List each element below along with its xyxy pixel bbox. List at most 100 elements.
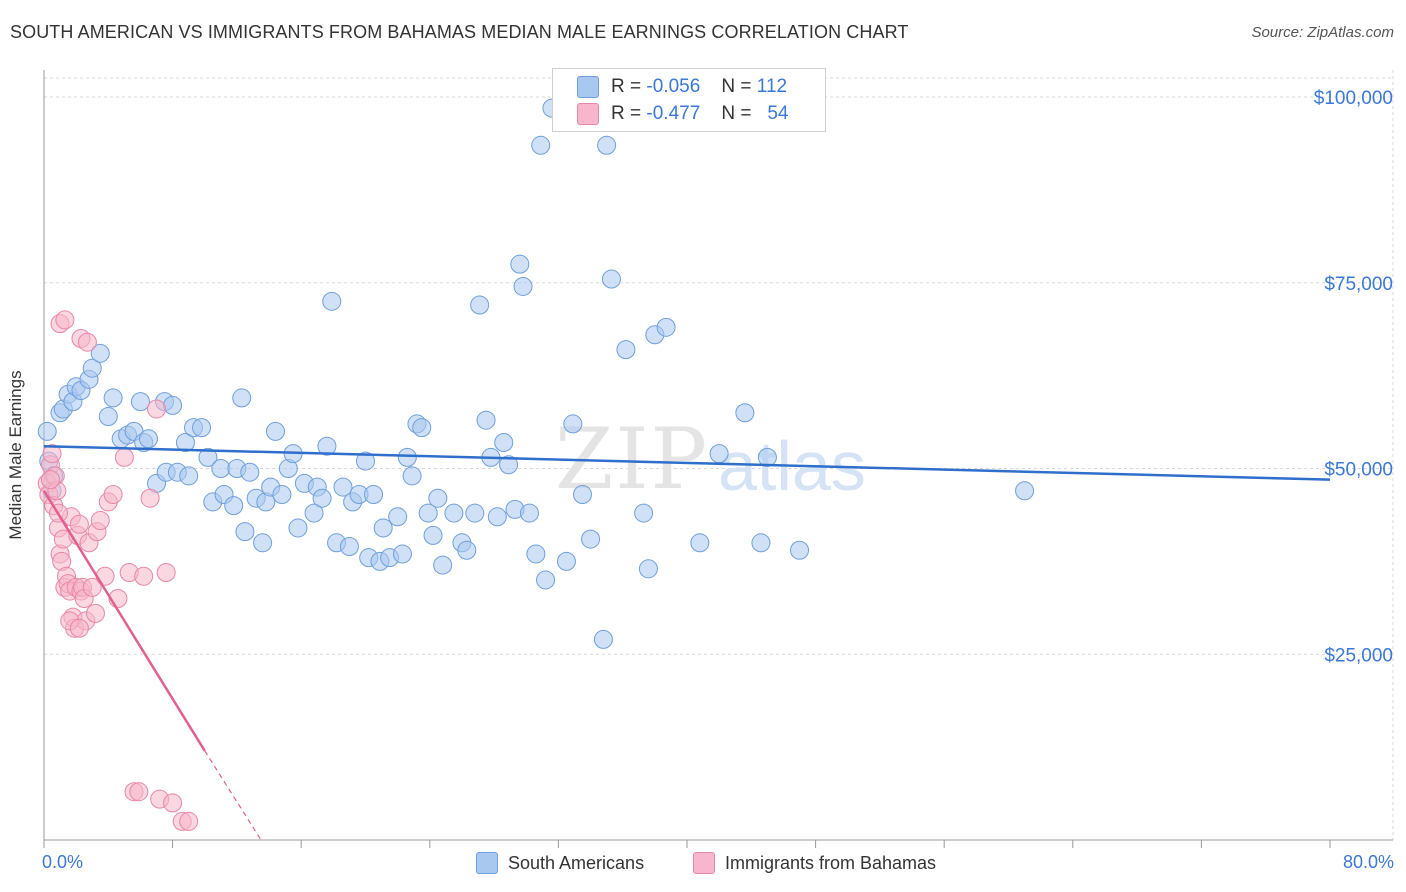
legend-item-south-americans[interactable]: South Americans — [476, 852, 644, 874]
legend-swatch-pink — [693, 852, 715, 874]
south-americans-point — [494, 432, 514, 452]
x-axis-min-label: 0.0% — [42, 852, 84, 872]
south-americans-point — [312, 488, 332, 508]
legend-swatch-pink — [577, 103, 599, 125]
bahamas-point — [82, 577, 102, 597]
grid-lines — [44, 70, 1394, 840]
chart-title: SOUTH AMERICAN VS IMMIGRANTS FROM BAHAMA… — [10, 22, 909, 42]
bahamas-point — [163, 793, 183, 813]
south-americans-point — [288, 518, 308, 538]
trend-lines — [42, 444, 1331, 841]
bahamas-point — [85, 603, 105, 623]
south-americans-point — [412, 418, 432, 438]
south-americans-point — [138, 429, 158, 449]
south-americans-point — [253, 533, 273, 553]
south-americans-point — [536, 570, 556, 590]
y-tick-label: $25,000 — [1324, 645, 1393, 666]
legend-row-south-americans: R = -0.056 N = 112 — [577, 74, 787, 100]
south-americans-point — [428, 488, 448, 508]
south-americans-point — [499, 455, 519, 475]
south-americans-point — [563, 414, 583, 434]
south-americans-point — [397, 447, 417, 467]
source-label: Source: ZipAtlas.com — [1251, 24, 1394, 41]
south-americans-point — [163, 395, 183, 415]
south-americans-point — [556, 551, 576, 571]
south-americans-point — [90, 343, 110, 363]
y-tick-label: $50,000 — [1324, 460, 1393, 481]
south-americans-point — [373, 518, 393, 538]
south-americans-point — [513, 276, 533, 296]
legend-swatch-blue — [577, 76, 599, 98]
south-americans-point — [573, 485, 593, 505]
bahamas-point — [140, 488, 160, 508]
bahamas-point — [179, 811, 199, 831]
south-americans-point — [98, 406, 118, 426]
south-americans-point — [593, 629, 613, 649]
south-americans-point — [510, 254, 530, 274]
south-americans-point — [526, 544, 546, 564]
south-americans-point — [82, 358, 102, 378]
bahamas-point — [147, 399, 167, 419]
south-americans-point — [211, 459, 231, 478]
south-americans-point — [757, 447, 777, 467]
south-americans-point — [690, 533, 710, 553]
bahamas-trend-line-extension — [204, 750, 262, 841]
south-americans-point — [790, 540, 810, 560]
bahamas-point — [114, 447, 134, 467]
legend-r-value: -0.477 — [646, 103, 701, 124]
legend-swatch-blue — [476, 852, 498, 874]
south-americans-point — [339, 537, 359, 557]
south-americans-point — [1015, 481, 1035, 501]
legend-item-bahamas[interactable]: Immigrants from Bahamas — [693, 852, 936, 874]
legend-r-label: R = — [611, 103, 642, 124]
south-americans-point — [709, 444, 729, 464]
south-americans-point — [634, 503, 654, 523]
south-americans-point — [37, 421, 57, 441]
south-americans-point — [240, 462, 260, 482]
south-americans-point — [581, 529, 601, 549]
south-americans-point — [519, 503, 539, 523]
south-americans-point — [388, 507, 408, 527]
x-axis-max-label: 80.0% — [1342, 852, 1394, 872]
south-americans-point — [433, 555, 453, 575]
south-americans-point — [356, 451, 375, 471]
south-americans-point — [638, 559, 658, 579]
south-americans-point — [402, 466, 422, 486]
south-americans-point — [470, 295, 490, 315]
south-americans-point — [423, 525, 443, 545]
south-americans-point — [465, 503, 485, 523]
south-americans-trend-line — [43, 444, 1331, 481]
legend-row-bahamas: R = -0.477 N = 54 — [577, 101, 788, 127]
legend-n-label: N = — [721, 103, 752, 124]
series-legend: South Americans Immigrants from Bahamas — [0, 852, 1406, 878]
south-americans-point — [656, 317, 676, 337]
south-americans-point — [322, 291, 342, 311]
legend-n-value: 54 — [767, 103, 789, 124]
bahamas-point — [129, 782, 149, 802]
south-americans-point — [175, 432, 195, 452]
south-americans-point — [272, 485, 292, 505]
watermark: ZIPatlas — [555, 410, 866, 508]
y-tick-label: $100,000 — [1314, 88, 1393, 109]
bahamas-point — [103, 485, 123, 505]
south-americans-point — [103, 388, 123, 408]
south-americans-point — [735, 403, 755, 423]
south-americans-point — [265, 421, 285, 441]
legend-n-value: 112 — [756, 76, 788, 97]
south-americans-point — [232, 388, 252, 408]
south-americans-point — [179, 466, 199, 486]
bahamas-point — [69, 514, 89, 534]
bahamas-point — [90, 511, 110, 531]
south-americans-point — [601, 269, 621, 289]
south-americans-point — [444, 503, 464, 523]
legend-label: South Americans — [508, 852, 645, 873]
bahamas-point — [95, 566, 115, 586]
south-americans-point — [487, 507, 507, 527]
legend-n-label: N = — [721, 76, 752, 97]
south-americans-point — [364, 485, 384, 505]
south-americans-point — [751, 533, 771, 553]
bahamas-point — [156, 563, 176, 583]
south-americans-point — [198, 447, 218, 467]
south-americans-point — [192, 418, 212, 438]
